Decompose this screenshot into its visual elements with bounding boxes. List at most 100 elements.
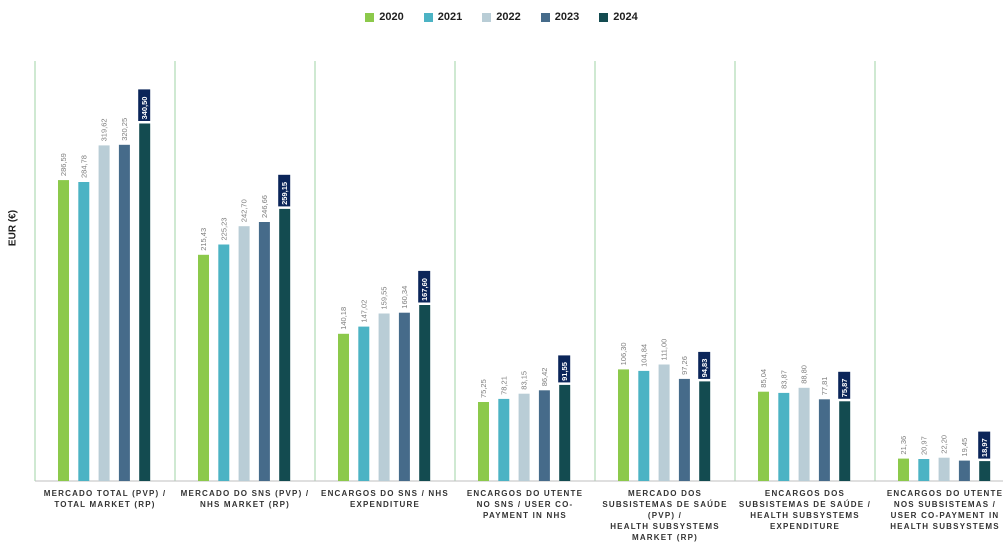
bar-2020-cat-5 (758, 391, 769, 481)
data-label-group: 97,26 (680, 356, 689, 375)
data-label-group: 286,59 (59, 153, 68, 176)
legend-item-2021: 2021 (423, 11, 463, 23)
legend-swatch (540, 12, 550, 22)
bar-2023-cat-6 (958, 460, 970, 481)
data-label: 20,97 (919, 436, 928, 455)
data-label-group: 78,21 (499, 376, 508, 395)
data-label-group: 215,43 (199, 228, 208, 251)
category-label: ENCARGOS DO SNS / NHS EXPENDITURE (321, 489, 449, 509)
legend-label: 2024 (613, 11, 638, 23)
bar-2021-cat-5 (778, 392, 790, 481)
data-label: 75,25 (479, 379, 488, 398)
bar-2021-cat-0 (78, 182, 90, 481)
bar-2023-cat-0 (118, 144, 130, 482)
bar-2020-cat-1 (198, 254, 209, 481)
data-label-group: 242,70 (240, 199, 249, 222)
data-label: 21,36 (899, 436, 908, 455)
bar-2024-cat-2 (419, 305, 431, 481)
data-label-group: 111,00 (660, 339, 669, 361)
data-label: 88,80 (800, 365, 809, 384)
bar-2023-cat-5 (818, 399, 830, 481)
data-label-group: 21,36 (899, 436, 908, 455)
data-label-group: 147,02 (359, 300, 368, 323)
data-label-group: 19,45 (960, 438, 969, 457)
data-label: 111,00 (660, 339, 669, 361)
data-label-group: 104,84 (639, 344, 648, 367)
legend-item-2024: 2024 (599, 11, 638, 23)
bar-2024-cat-1 (279, 208, 291, 481)
data-label: 83,15 (520, 371, 529, 390)
bar-2020-cat-6 (898, 458, 909, 481)
data-label-group: 22,20 (940, 435, 949, 454)
data-label: 225,23 (219, 218, 228, 241)
data-label-highlight-bg (698, 351, 711, 379)
data-label: 19,45 (960, 438, 969, 457)
bar-2020-cat-4 (618, 369, 629, 481)
data-label-group: 284,78 (79, 155, 88, 178)
data-label-group: 83,87 (779, 370, 788, 389)
data-label: 320,25 (120, 118, 129, 141)
data-label-group: 225,23 (219, 218, 228, 241)
data-label-highlight-bg (838, 371, 851, 399)
bar-2022-cat-2 (378, 313, 390, 481)
data-label-group: 88,80 (800, 365, 809, 384)
data-label: 284,78 (79, 155, 88, 178)
data-label: 77,81 (820, 377, 829, 396)
data-label-highlight-bg (418, 270, 431, 303)
data-label-highlight-bg (978, 431, 991, 459)
bar-2021-cat-1 (218, 244, 230, 481)
legend-label: 2020 (379, 11, 404, 23)
data-label: 167,60 (420, 278, 429, 301)
data-label: 86,42 (540, 368, 549, 387)
legend-item-2022: 2022 (482, 11, 521, 23)
data-label: 94,83 (700, 359, 709, 378)
bar-2024-cat-4 (699, 381, 711, 481)
bar-2022-cat-3 (518, 393, 530, 481)
data-label-group: 140,18 (339, 307, 348, 330)
data-label: 242,70 (240, 199, 249, 222)
data-label: 246,66 (260, 195, 269, 218)
data-label-group: 75,87 (838, 371, 851, 399)
data-label-group: 167,60 (418, 270, 431, 303)
bar-2020-cat-0 (58, 180, 69, 481)
category-label: ENCARGOS DO UTENTE NO SNS / USER CO- PAY… (466, 489, 584, 520)
data-label-group: 340,50 (138, 89, 151, 121)
data-label: 75,87 (840, 379, 849, 398)
category-label: MERCADO TOTAL (PVP) / TOTAL MARKET (RP) (43, 489, 167, 509)
bar-2020-cat-3 (478, 402, 489, 481)
data-label: 147,02 (359, 300, 368, 323)
bar-2020-cat-2 (338, 333, 349, 481)
data-label-group: 77,81 (820, 377, 829, 396)
legend-label: 2021 (437, 11, 463, 23)
legend-item-2023: 2023 (540, 11, 579, 23)
data-label: 319,62 (100, 118, 109, 141)
data-label: 104,84 (639, 344, 648, 367)
data-label: 78,21 (499, 376, 508, 395)
data-label-highlight-bg (138, 89, 151, 121)
category-label: ENCARGOS DOS SUBSISTEMAS DE SAÚDE / HEAL… (738, 489, 872, 531)
bar-2024-cat-5 (839, 401, 851, 481)
data-label: 83,87 (779, 370, 788, 389)
category-label: MERCADO DOS SUBSISTEMAS DE SAÚDE (PVP) /… (602, 489, 728, 542)
data-label: 18,97 (980, 438, 989, 457)
bar-2021-cat-2 (358, 326, 370, 481)
data-label-highlight-bg (278, 174, 291, 207)
data-label-group: 94,83 (698, 351, 711, 379)
data-label: 286,59 (59, 153, 68, 176)
data-label: 215,43 (199, 228, 208, 251)
data-label-group: 18,97 (978, 431, 991, 459)
bar-2024-cat-0 (139, 123, 151, 481)
data-label-group: 83,15 (520, 371, 529, 390)
data-label-highlight-bg (558, 355, 571, 383)
data-label-group: 159,55 (380, 287, 389, 310)
bar-2022-cat-0 (98, 145, 110, 481)
data-label-group: 246,66 (260, 195, 269, 218)
data-label-group: 86,42 (540, 368, 549, 387)
legend-swatch (599, 12, 609, 22)
data-label: 340,50 (140, 97, 149, 120)
data-label: 140,18 (339, 307, 348, 330)
data-label: 259,15 (280, 182, 289, 205)
bar-2021-cat-6 (918, 459, 930, 481)
bar-2022-cat-4 (658, 364, 670, 481)
